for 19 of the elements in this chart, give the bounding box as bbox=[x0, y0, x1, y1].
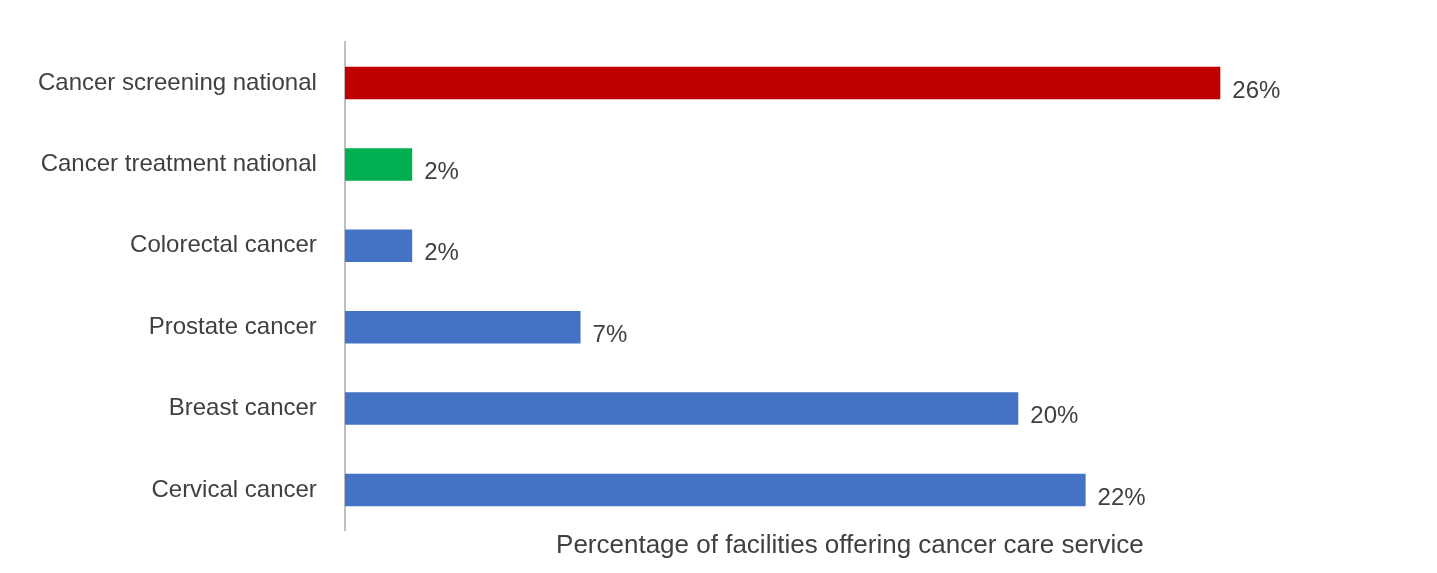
bar bbox=[344, 473, 1086, 507]
data-label: 2% bbox=[424, 157, 459, 185]
data-label: 26% bbox=[1232, 75, 1281, 103]
data-label: 7% bbox=[592, 319, 628, 347]
x-axis-title: Percentage of facilities offering cancer care service bbox=[556, 529, 1144, 560]
bar bbox=[344, 148, 413, 181]
data-label: 20% bbox=[1030, 401, 1079, 429]
bar bbox=[344, 229, 413, 263]
y-tick-label: Breast cancer bbox=[168, 393, 317, 421]
y-tick-label: Prostate cancer bbox=[148, 311, 317, 339]
y-tick-label: Cervical cancer bbox=[151, 474, 317, 502]
bar bbox=[344, 392, 1019, 425]
y-tick-label: Cancer treatment national bbox=[40, 149, 317, 177]
y-tick-label: Cancer screening national bbox=[37, 67, 317, 95]
data-label: 2% bbox=[424, 238, 459, 266]
bar bbox=[344, 66, 1221, 100]
y-tick-label: Colorectal cancer bbox=[130, 230, 317, 258]
data-label: 22% bbox=[1097, 482, 1146, 510]
bar bbox=[344, 310, 581, 344]
